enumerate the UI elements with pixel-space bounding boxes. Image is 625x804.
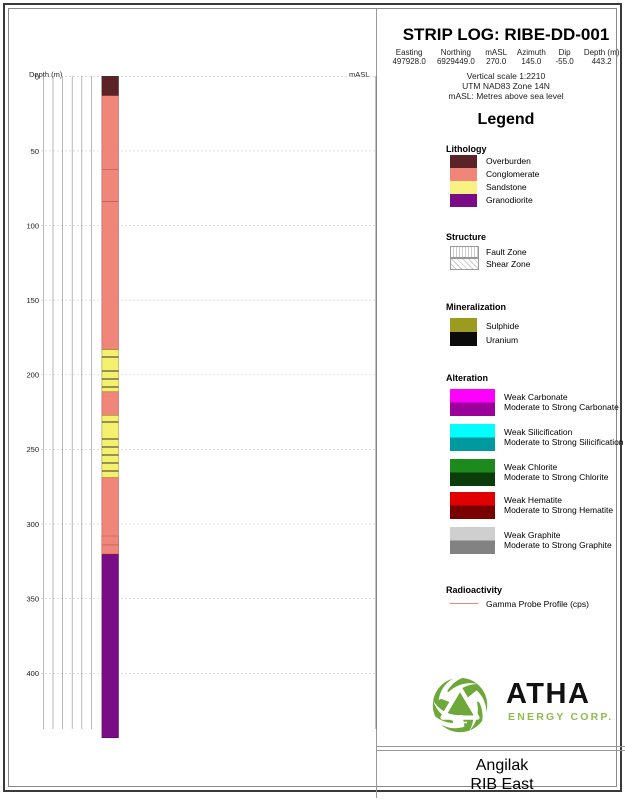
svg-text:200: 200 xyxy=(26,371,39,380)
svg-text:100: 100 xyxy=(26,222,39,231)
svg-text:300: 300 xyxy=(26,520,39,529)
svg-text:0: 0 xyxy=(35,73,39,82)
svg-text:350: 350 xyxy=(26,595,39,604)
svg-text:50: 50 xyxy=(31,147,39,156)
svg-text:400: 400 xyxy=(26,669,39,678)
svg-text:250: 250 xyxy=(26,445,39,454)
svg-text:150: 150 xyxy=(26,296,39,305)
svg-text:mASL: mASL xyxy=(349,70,369,79)
